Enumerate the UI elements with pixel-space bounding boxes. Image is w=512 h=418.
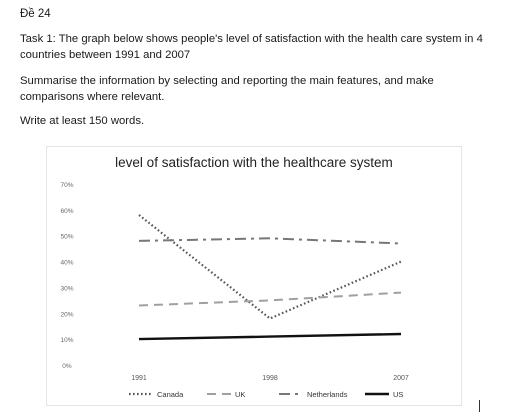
- x-tick-label: 2007: [393, 375, 409, 382]
- y-tick-label: 10%: [60, 337, 73, 344]
- y-tick-label: 40%: [60, 260, 73, 267]
- series-line-us: [138, 332, 402, 341]
- y-tick-label: 0%: [62, 363, 72, 370]
- y-tick-label: 20%: [60, 311, 73, 318]
- series-line-canada: [138, 214, 402, 320]
- line-chart-figure: level of satisfaction with the healthcar…: [46, 146, 462, 406]
- legend-label-canada: Canada: [157, 390, 184, 399]
- series-line-netherlands: [138, 237, 402, 245]
- chart-title: level of satisfaction with the healthcar…: [115, 155, 393, 170]
- y-tick-label: 30%: [60, 285, 73, 292]
- text-cursor: [479, 400, 480, 412]
- exercise-heading: Đề 24: [20, 8, 51, 20]
- y-tick-label: 50%: [60, 234, 73, 241]
- line-chart: 0% 10% 20% 30% 40% 50% 60% 70% 1991 1998 2007 Canad…: [60, 182, 409, 399]
- task-description: Task 1: The graph below shows people's l…: [20, 33, 483, 61]
- x-tick-label: 1998: [262, 375, 278, 382]
- series-line-uk: [138, 291, 402, 307]
- x-tick-label: 1991: [131, 375, 147, 382]
- legend-label-netherlands: Netherlands: [307, 390, 348, 399]
- legend-label-us: US: [393, 390, 403, 399]
- task-instruction: Summarise the information by selecting a…: [20, 75, 434, 103]
- y-tick-label: 60%: [60, 208, 73, 215]
- y-tick-label: 70%: [60, 182, 73, 189]
- legend-label-uk: UK: [235, 390, 245, 399]
- word-count-requirement: Write at least 150 words.: [20, 115, 145, 127]
